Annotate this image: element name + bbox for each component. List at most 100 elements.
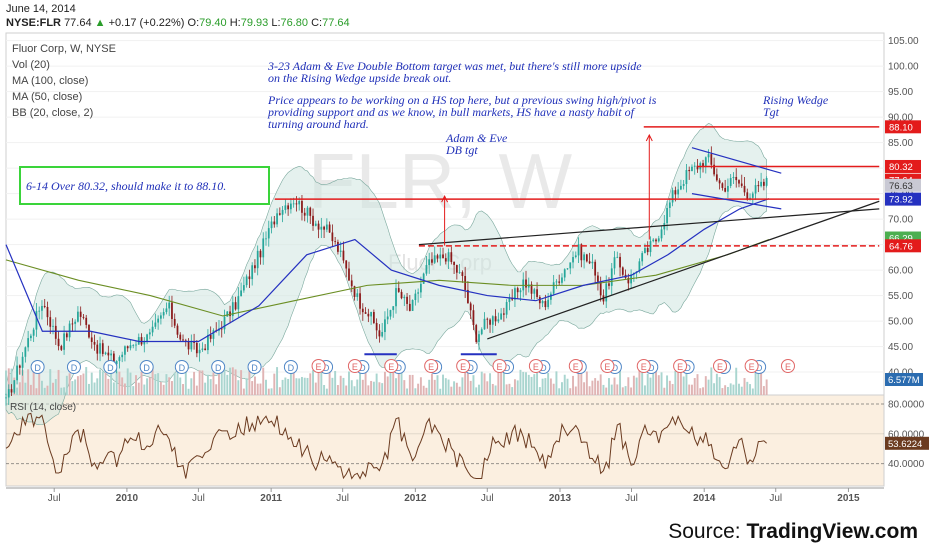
candle-body — [267, 228, 270, 239]
candle-body — [682, 184, 685, 186]
time-axis-label: Jul — [481, 493, 494, 504]
earnings-marker[interactable] — [424, 359, 439, 373]
earnings-marker[interactable] — [311, 359, 326, 373]
indicator-ma50: MA (50, close) — [12, 91, 82, 103]
dividend-marker[interactable] — [283, 360, 298, 374]
candle-body — [99, 343, 101, 354]
candle-body — [588, 261, 591, 264]
volume-bar — [505, 384, 508, 395]
price-axis-label: 105.00 — [888, 36, 919, 47]
earnings-marker[interactable] — [456, 359, 471, 373]
candle-body — [190, 341, 193, 350]
dividend-marker-label: D — [467, 363, 474, 373]
volume-bar — [57, 369, 60, 395]
volume-bar — [674, 370, 677, 395]
volume-bar — [392, 372, 395, 395]
volume-bar — [519, 369, 522, 395]
dividend-marker[interactable] — [174, 360, 189, 374]
earnings-marker[interactable] — [673, 359, 688, 373]
candle-body — [505, 302, 508, 315]
candle-body — [563, 269, 566, 278]
volume-bar — [616, 384, 619, 395]
volume-bar — [743, 378, 746, 395]
candle-body — [475, 325, 478, 342]
candle-body — [135, 344, 137, 346]
earnings-marker[interactable] — [347, 359, 362, 373]
candle-body — [655, 239, 657, 242]
dividend-marker-label: D — [71, 363, 78, 373]
dividend-marker[interactable] — [30, 360, 45, 374]
volume-bar — [90, 372, 93, 395]
volume-bar — [395, 378, 397, 395]
candle-body — [256, 250, 259, 269]
candle-body — [65, 333, 68, 338]
trend-line[interactable] — [487, 200, 880, 340]
candle-body — [43, 305, 46, 307]
close-label: C: — [311, 17, 323, 29]
candle-body — [724, 187, 727, 192]
earnings-marker[interactable] — [568, 359, 583, 373]
volume-bar — [558, 388, 561, 395]
candle-body — [718, 180, 721, 184]
candle-body — [428, 259, 431, 266]
volume-bar — [52, 382, 54, 395]
candle-body — [74, 321, 77, 324]
candle-body — [231, 302, 234, 317]
volume-bar — [323, 385, 326, 395]
candle-body — [96, 344, 99, 354]
note-box — [19, 166, 270, 205]
candle-body — [751, 193, 754, 198]
volume-bar — [350, 380, 353, 395]
candle-body — [290, 203, 292, 210]
volume-bar — [76, 376, 79, 395]
source-brand[interactable]: TradingView.com — [746, 520, 918, 543]
dividend-marker-label: D — [504, 363, 511, 373]
volume-bar — [552, 383, 555, 395]
candle-body — [364, 312, 367, 314]
low-value: 76.80 — [280, 17, 309, 29]
candle-body — [762, 181, 765, 186]
volume-bar — [735, 367, 738, 395]
candle-body — [599, 281, 602, 296]
earnings-marker[interactable] — [744, 359, 759, 373]
candle-body — [765, 177, 768, 186]
candle-body — [519, 290, 522, 293]
earnings-marker[interactable] — [713, 359, 728, 373]
earnings-marker[interactable] — [600, 359, 615, 373]
dividend-marker[interactable] — [247, 360, 262, 374]
volume-bar — [88, 383, 90, 395]
volume-bar — [123, 383, 126, 395]
dividend-marker[interactable] — [139, 360, 154, 374]
dividend-marker[interactable] — [103, 360, 118, 374]
dividend-marker-label: D — [612, 363, 619, 373]
candle-body — [110, 353, 112, 356]
volume-bar — [256, 383, 259, 395]
candle-body — [281, 209, 284, 215]
earnings-marker[interactable] — [492, 359, 507, 373]
volume-bar — [312, 370, 314, 395]
volume-bar — [253, 376, 256, 395]
candle-body — [627, 277, 630, 284]
candle-body — [552, 282, 555, 294]
candle-body — [530, 284, 533, 294]
earnings-marker[interactable] — [384, 359, 399, 373]
candle-body — [160, 315, 162, 319]
candle-body — [461, 272, 464, 276]
volume-bar — [375, 373, 378, 395]
earnings-marker[interactable] — [528, 359, 543, 373]
earnings-marker[interactable] — [636, 359, 651, 373]
volume-bar — [696, 374, 699, 395]
symbol-name[interactable]: NYSE:FLR — [6, 17, 61, 29]
dividend-marker[interactable] — [211, 360, 226, 374]
candle-body — [234, 302, 237, 310]
dividend-marker[interactable] — [66, 360, 81, 374]
earnings-marker[interactable] — [780, 359, 795, 373]
volume-bar — [455, 382, 458, 395]
volume-bar — [157, 373, 160, 395]
candle-body — [439, 254, 442, 259]
trend-line[interactable] — [691, 147, 782, 174]
volume-bar — [40, 380, 43, 395]
candle-body — [209, 334, 212, 339]
trend-line[interactable] — [691, 193, 782, 210]
